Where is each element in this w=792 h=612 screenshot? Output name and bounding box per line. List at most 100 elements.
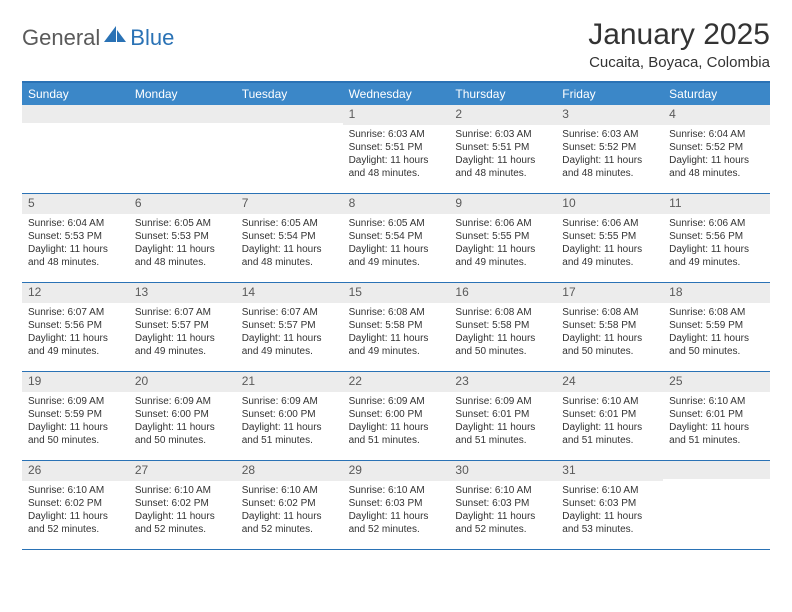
day-cell: 5Sunrise: 6:04 AMSunset: 5:53 PMDaylight… xyxy=(22,194,129,282)
logo-text-blue: Blue xyxy=(130,25,174,51)
daylight-line: Daylight: 11 hours and 50 minutes. xyxy=(135,421,230,447)
day-number: 6 xyxy=(129,194,236,214)
sunrise-line: Sunrise: 6:04 AM xyxy=(669,128,764,141)
day-body: Sunrise: 6:10 AMSunset: 6:03 PMDaylight:… xyxy=(343,481,450,540)
day-cell xyxy=(663,461,770,549)
day-cell: 16Sunrise: 6:08 AMSunset: 5:58 PMDayligh… xyxy=(449,283,556,371)
sunset-line: Sunset: 5:59 PM xyxy=(28,408,123,421)
day-body: Sunrise: 6:06 AMSunset: 5:56 PMDaylight:… xyxy=(663,214,770,273)
day-cell: 21Sunrise: 6:09 AMSunset: 6:00 PMDayligh… xyxy=(236,372,343,460)
sunset-line: Sunset: 6:01 PM xyxy=(455,408,550,421)
sunrise-line: Sunrise: 6:10 AM xyxy=(28,484,123,497)
day-cell: 19Sunrise: 6:09 AMSunset: 5:59 PMDayligh… xyxy=(22,372,129,460)
day-number: 5 xyxy=(22,194,129,214)
sunrise-line: Sunrise: 6:09 AM xyxy=(242,395,337,408)
daylight-line: Daylight: 11 hours and 49 minutes. xyxy=(455,243,550,269)
day-number xyxy=(663,461,770,479)
daylight-line: Daylight: 11 hours and 48 minutes. xyxy=(28,243,123,269)
sunrise-line: Sunrise: 6:08 AM xyxy=(562,306,657,319)
day-cell: 28Sunrise: 6:10 AMSunset: 6:02 PMDayligh… xyxy=(236,461,343,549)
sunrise-line: Sunrise: 6:10 AM xyxy=(349,484,444,497)
day-body: Sunrise: 6:03 AMSunset: 5:51 PMDaylight:… xyxy=(343,125,450,184)
sunrise-line: Sunrise: 6:03 AM xyxy=(349,128,444,141)
title-block: January 2025 Cucaita, Boyaca, Colombia xyxy=(588,18,770,71)
daylight-line: Daylight: 11 hours and 48 minutes. xyxy=(562,154,657,180)
day-number: 29 xyxy=(343,461,450,481)
day-body: Sunrise: 6:07 AMSunset: 5:56 PMDaylight:… xyxy=(22,303,129,362)
day-body: Sunrise: 6:07 AMSunset: 5:57 PMDaylight:… xyxy=(236,303,343,362)
day-body: Sunrise: 6:10 AMSunset: 6:03 PMDaylight:… xyxy=(449,481,556,540)
daylight-line: Daylight: 11 hours and 51 minutes. xyxy=(242,421,337,447)
day-cell: 2Sunrise: 6:03 AMSunset: 5:51 PMDaylight… xyxy=(449,105,556,193)
daylight-line: Daylight: 11 hours and 51 minutes. xyxy=(669,421,764,447)
daylight-line: Daylight: 11 hours and 48 minutes. xyxy=(349,154,444,180)
day-number: 10 xyxy=(556,194,663,214)
daylight-line: Daylight: 11 hours and 50 minutes. xyxy=(562,332,657,358)
day-number: 20 xyxy=(129,372,236,392)
logo-sail-icon xyxy=(102,24,128,51)
daylight-line: Daylight: 11 hours and 49 minutes. xyxy=(669,243,764,269)
day-cell: 4Sunrise: 6:04 AMSunset: 5:52 PMDaylight… xyxy=(663,105,770,193)
logo: General Blue xyxy=(22,18,174,51)
day-number: 4 xyxy=(663,105,770,125)
sunrise-line: Sunrise: 6:08 AM xyxy=(349,306,444,319)
sunset-line: Sunset: 5:52 PM xyxy=(562,141,657,154)
day-number xyxy=(129,105,236,123)
day-cell: 24Sunrise: 6:10 AMSunset: 6:01 PMDayligh… xyxy=(556,372,663,460)
sunset-line: Sunset: 6:00 PM xyxy=(349,408,444,421)
week-row: 5Sunrise: 6:04 AMSunset: 5:53 PMDaylight… xyxy=(22,194,770,283)
day-cell: 14Sunrise: 6:07 AMSunset: 5:57 PMDayligh… xyxy=(236,283,343,371)
sunset-line: Sunset: 6:00 PM xyxy=(135,408,230,421)
sunrise-line: Sunrise: 6:10 AM xyxy=(135,484,230,497)
sunrise-line: Sunrise: 6:10 AM xyxy=(562,484,657,497)
sunset-line: Sunset: 5:57 PM xyxy=(242,319,337,332)
day-number: 7 xyxy=(236,194,343,214)
sunset-line: Sunset: 6:01 PM xyxy=(562,408,657,421)
sunrise-line: Sunrise: 6:09 AM xyxy=(349,395,444,408)
day-body: Sunrise: 6:05 AMSunset: 5:54 PMDaylight:… xyxy=(236,214,343,273)
sunrise-line: Sunrise: 6:07 AM xyxy=(135,306,230,319)
daylight-line: Daylight: 11 hours and 53 minutes. xyxy=(562,510,657,536)
sunrise-line: Sunrise: 6:10 AM xyxy=(455,484,550,497)
day-cell: 3Sunrise: 6:03 AMSunset: 5:52 PMDaylight… xyxy=(556,105,663,193)
daylight-line: Daylight: 11 hours and 49 minutes. xyxy=(242,332,337,358)
day-cell: 1Sunrise: 6:03 AMSunset: 5:51 PMDaylight… xyxy=(343,105,450,193)
day-body: Sunrise: 6:09 AMSunset: 6:01 PMDaylight:… xyxy=(449,392,556,451)
day-cell xyxy=(236,105,343,193)
day-number: 30 xyxy=(449,461,556,481)
daylight-line: Daylight: 11 hours and 48 minutes. xyxy=(669,154,764,180)
calendar-grid: SundayMondayTuesdayWednesdayThursdayFrid… xyxy=(22,81,770,550)
day-body: Sunrise: 6:10 AMSunset: 6:02 PMDaylight:… xyxy=(22,481,129,540)
day-number: 23 xyxy=(449,372,556,392)
sunrise-line: Sunrise: 6:10 AM xyxy=(562,395,657,408)
day-cell xyxy=(22,105,129,193)
day-body: Sunrise: 6:04 AMSunset: 5:53 PMDaylight:… xyxy=(22,214,129,273)
day-cell: 31Sunrise: 6:10 AMSunset: 6:03 PMDayligh… xyxy=(556,461,663,549)
day-cell: 30Sunrise: 6:10 AMSunset: 6:03 PMDayligh… xyxy=(449,461,556,549)
day-number: 18 xyxy=(663,283,770,303)
sunrise-line: Sunrise: 6:08 AM xyxy=(455,306,550,319)
sunset-line: Sunset: 5:59 PM xyxy=(669,319,764,332)
day-cell: 17Sunrise: 6:08 AMSunset: 5:58 PMDayligh… xyxy=(556,283,663,371)
sunset-line: Sunset: 6:03 PM xyxy=(562,497,657,510)
day-cell: 12Sunrise: 6:07 AMSunset: 5:56 PMDayligh… xyxy=(22,283,129,371)
day-body: Sunrise: 6:10 AMSunset: 6:02 PMDaylight:… xyxy=(129,481,236,540)
day-cell: 10Sunrise: 6:06 AMSunset: 5:55 PMDayligh… xyxy=(556,194,663,282)
logo-text-general: General xyxy=(22,25,100,51)
sunrise-line: Sunrise: 6:04 AM xyxy=(28,217,123,230)
sunset-line: Sunset: 5:54 PM xyxy=(242,230,337,243)
day-number xyxy=(22,105,129,123)
sunset-line: Sunset: 5:58 PM xyxy=(455,319,550,332)
day-body: Sunrise: 6:03 AMSunset: 5:51 PMDaylight:… xyxy=(449,125,556,184)
sunrise-line: Sunrise: 6:08 AM xyxy=(669,306,764,319)
day-number: 13 xyxy=(129,283,236,303)
day-cell xyxy=(129,105,236,193)
day-cell: 9Sunrise: 6:06 AMSunset: 5:55 PMDaylight… xyxy=(449,194,556,282)
sunset-line: Sunset: 6:01 PM xyxy=(669,408,764,421)
daylight-line: Daylight: 11 hours and 51 minutes. xyxy=(349,421,444,447)
sunset-line: Sunset: 6:03 PM xyxy=(455,497,550,510)
day-number: 16 xyxy=(449,283,556,303)
sunset-line: Sunset: 5:51 PM xyxy=(349,141,444,154)
day-cell: 7Sunrise: 6:05 AMSunset: 5:54 PMDaylight… xyxy=(236,194,343,282)
sunset-line: Sunset: 5:56 PM xyxy=(28,319,123,332)
